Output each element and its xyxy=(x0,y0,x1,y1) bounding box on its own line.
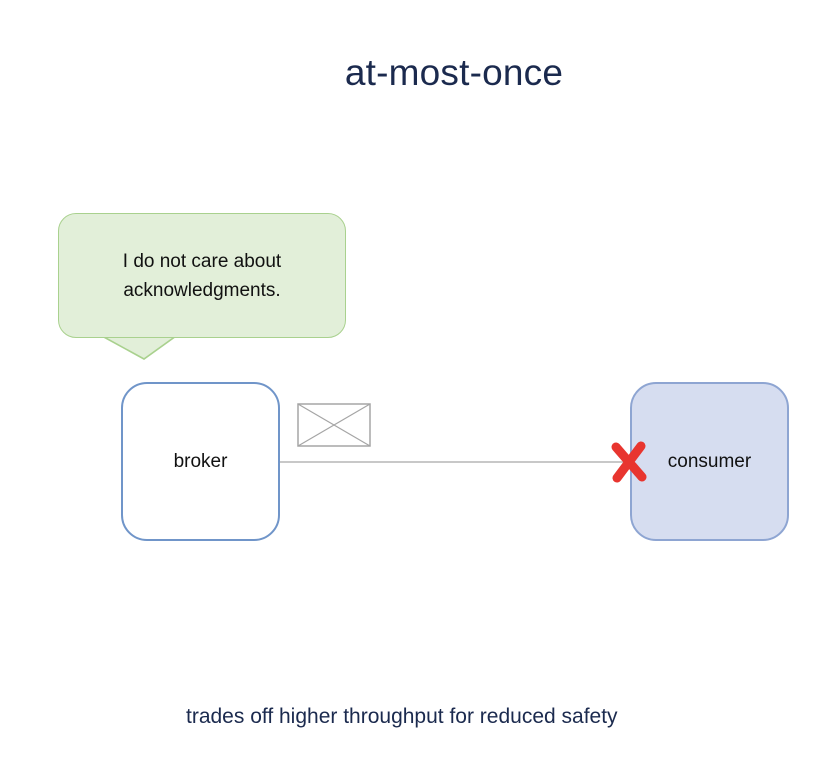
speech-bubble-text: I do not care about acknowledgments. xyxy=(122,250,282,301)
connection-line xyxy=(280,461,630,463)
consumer-node: consumer xyxy=(630,382,789,541)
envelope-icon xyxy=(297,403,371,447)
red-x-icon xyxy=(611,441,647,483)
speech-bubble: I do not care about acknowledgments. xyxy=(58,213,346,338)
broker-label: broker xyxy=(173,450,228,472)
consumer-label: consumer xyxy=(667,450,752,472)
broker-node: broker xyxy=(121,382,280,541)
footer-caption: trades off higher throughput for reduced… xyxy=(186,705,618,728)
diagram-title: at-most-once xyxy=(344,52,564,93)
